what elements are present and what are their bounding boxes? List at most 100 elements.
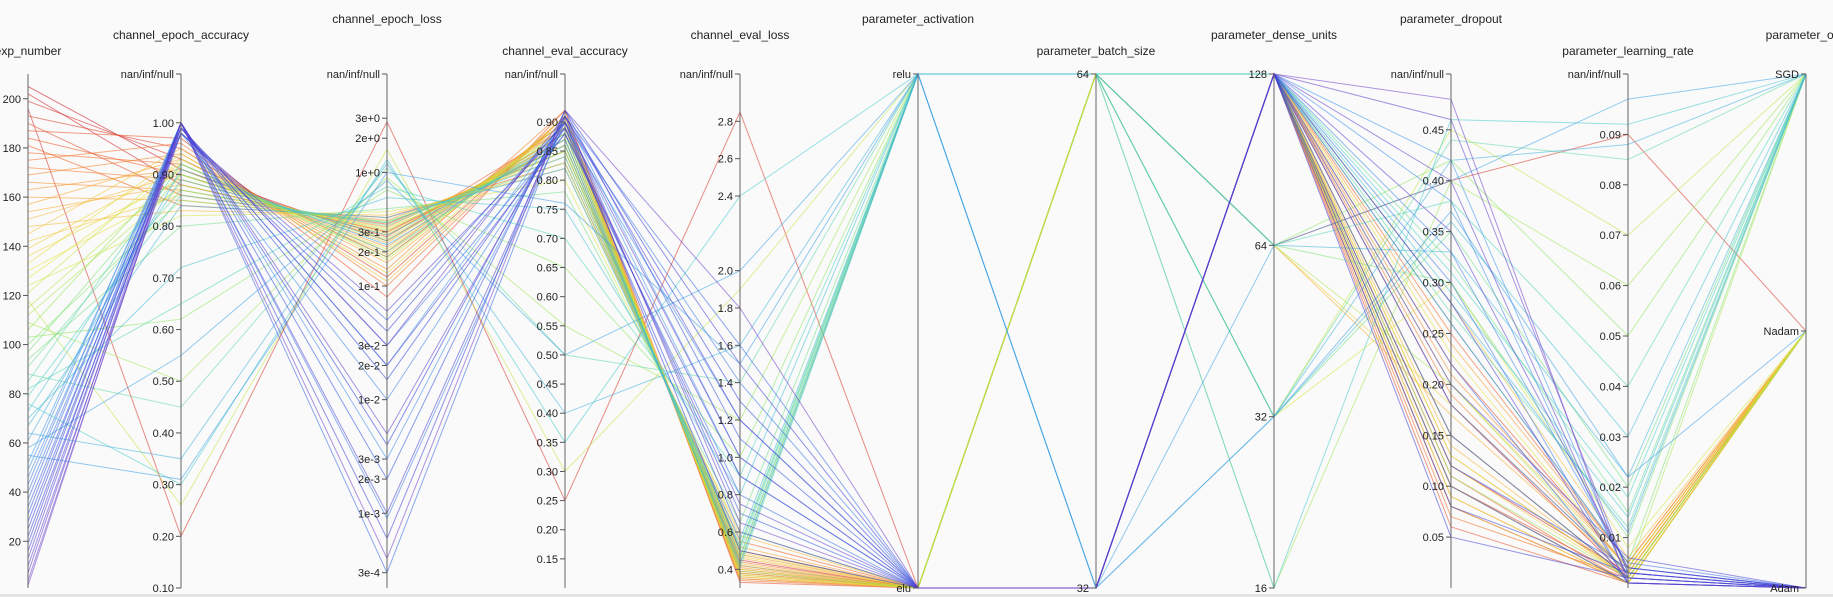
axis-channel_epoch_loss[interactable]: channel_epoch_loss nan/inf/null 3e-4 1e-3 2e… [327, 12, 442, 588]
data-line-exp-13[interactable] [27, 72, 1807, 589]
data-line-exp-199[interactable] [27, 73, 1807, 589]
axis-title[interactable]: parameter_learning_rate [1562, 44, 1694, 58]
data-line-exp-28[interactable] [27, 72, 1807, 589]
data-line-exp-34[interactable] [27, 72, 1807, 589]
tick-label: 0.07 [1600, 230, 1621, 242]
axis-title[interactable]: parameter_dense_units [1211, 28, 1337, 42]
data-line-exp-127[interactable] [27, 73, 1807, 589]
data-line-exp-52[interactable] [27, 73, 1807, 589]
data-line-exp-7[interactable] [27, 73, 1807, 589]
data-line-exp-172[interactable] [27, 73, 1807, 589]
tick-label: 0.03 [1600, 432, 1621, 444]
axis-title[interactable]: exp_number [0, 44, 61, 58]
data-line-exp-40[interactable] [27, 72, 1807, 589]
data-line-exp-49[interactable] [27, 73, 1807, 589]
data-line-exp-196[interactable] [27, 73, 1807, 590]
data-line-exp-100[interactable] [27, 73, 1807, 564]
data-line-exp-190[interactable] [27, 73, 1807, 589]
axis-channel_eval_accuracy[interactable]: channel_eval_accuracy nan/inf/null 0.15 0.2… [502, 44, 628, 588]
data-line-exp-157[interactable] [27, 73, 1807, 589]
tick-label: 128 [1249, 69, 1267, 81]
axis-channel_eval_loss[interactable]: channel_eval_loss nan/inf/null 0.4 0.6 0.8 1.… [680, 28, 790, 588]
axis-parameter_optimizer[interactable]: parameter_opti Adam Nadam SGD [1764, 28, 1833, 595]
axis-parameter_dropout[interactable]: parameter_dropout nan/inf/null 0.05 0.10 0.1… [1391, 12, 1503, 588]
tick-label: elu [896, 583, 911, 595]
data-line-exp-148[interactable] [27, 73, 1807, 589]
data-line-exp-55[interactable] [27, 72, 1807, 589]
data-line-exp-175[interactable] [27, 73, 1807, 589]
axis-title[interactable]: parameter_activation [862, 12, 974, 26]
tick-label: 32 [1255, 412, 1267, 424]
axis-exp_number[interactable]: exp_number 20 40 60 80 100 120 140 160 180 200 [0, 44, 61, 588]
tick-label: 0.08 [1600, 180, 1621, 192]
data-line-exp-16[interactable] [27, 72, 1807, 589]
tick-label: 1.2 [718, 415, 733, 427]
data-line-exp-142[interactable] [27, 73, 1807, 589]
data-line-exp-187[interactable] [27, 73, 1807, 589]
data-line-exp-91[interactable] [27, 73, 1807, 553]
data-line-exp-133[interactable] [27, 73, 1807, 589]
data-line-exp-115[interactable] [27, 73, 1807, 589]
tick-label: Nadam [1764, 326, 1799, 338]
data-line-exp-151[interactable] [27, 73, 1807, 589]
axis-title[interactable]: channel_eval_accuracy [502, 44, 627, 58]
data-line-exp-163[interactable] [27, 73, 1807, 589]
data-line-exp-166[interactable] [27, 73, 1807, 589]
data-line-exp-25[interactable] [27, 72, 1807, 589]
data-line-exp-76[interactable] [27, 73, 1807, 590]
axis-title[interactable]: channel_epoch_loss [332, 12, 441, 26]
data-line-exp-145[interactable] [27, 73, 1807, 589]
data-line-exp-106[interactable] [27, 73, 1807, 589]
data-line-exp-46[interactable] [27, 73, 1807, 589]
axis-title[interactable]: parameter_batch_size [1037, 44, 1156, 58]
tick-label: 0.6 [718, 527, 733, 539]
data-line-exp-31[interactable] [27, 72, 1807, 589]
axis-parameter_dense_units[interactable]: parameter_dense_units 16 32 64 128 [1211, 28, 1337, 595]
axis-title[interactable]: parameter_opti [1766, 28, 1833, 42]
data-line-exp-58[interactable] [27, 73, 1807, 590]
data-line-exp-2[interactable] [27, 73, 1807, 589]
data-line-exp-37[interactable] [27, 72, 1807, 589]
data-line-exp-121[interactable] [27, 73, 1807, 589]
data-line-exp-181[interactable] [27, 73, 1807, 589]
data-line-exp-136[interactable] [27, 73, 1807, 589]
data-line-exp-202[interactable] [27, 73, 1807, 589]
data-line-exp-205[interactable] [27, 73, 1807, 589]
data-line-exp-64[interactable] [27, 72, 1807, 589]
data-line-exp-61[interactable] [27, 72, 1807, 590]
data-line-exp-169[interactable] [27, 73, 1807, 589]
data-line-exp-4[interactable] [27, 73, 1807, 589]
data-line-exp-139[interactable] [27, 73, 1807, 589]
axis-title[interactable]: channel_eval_loss [691, 28, 790, 42]
tick-label: 0.20 [537, 525, 558, 537]
tick-label: 2.6 [718, 154, 733, 166]
tick-label: 0.01 [1600, 533, 1621, 545]
axis-parameter_learning_rate[interactable]: parameter_learning_rate nan/inf/null 0.01 0… [1562, 44, 1694, 588]
data-line-exp-160[interactable] [27, 73, 1807, 589]
data-line-exp-184[interactable] [27, 73, 1807, 589]
tick-label: 0.85 [537, 146, 558, 158]
data-line-exp-10[interactable] [27, 73, 1807, 589]
data-line-exp-19[interactable] [27, 72, 1807, 589]
data-line-exp-178[interactable] [27, 73, 1807, 589]
data-line-exp-118[interactable] [27, 73, 1807, 507]
data-line-exp-43[interactable] [27, 73, 1807, 589]
tick-label: 1e-2 [358, 395, 380, 407]
axis-channel_epoch_accuracy[interactable]: channel_epoch_accuracy nan/inf/null 0.10 0.… [113, 28, 249, 595]
axis-parameter_batch_size[interactable]: parameter_batch_size 32 64 [1037, 44, 1156, 595]
data-line-exp-109[interactable] [27, 73, 1807, 590]
data-line-exp-193[interactable] [27, 73, 1807, 589]
data-line-exp-130[interactable] [27, 73, 1807, 589]
data-line-exp-124[interactable] [27, 72, 1807, 589]
tick-label: 200 [3, 94, 21, 106]
axis-title[interactable]: channel_epoch_accuracy [113, 28, 249, 42]
data-line-exp-154[interactable] [27, 73, 1807, 589]
data-line-exp-112[interactable] [27, 73, 1807, 574]
tick-label: 100 [3, 340, 21, 352]
tick-label: 0.25 [537, 496, 558, 508]
data-line-exp-94[interactable] [27, 73, 1807, 524]
tick-label: 0.60 [537, 292, 558, 304]
data-line-exp-22[interactable] [27, 72, 1807, 589]
axis-title[interactable]: parameter_dropout [1400, 12, 1503, 26]
